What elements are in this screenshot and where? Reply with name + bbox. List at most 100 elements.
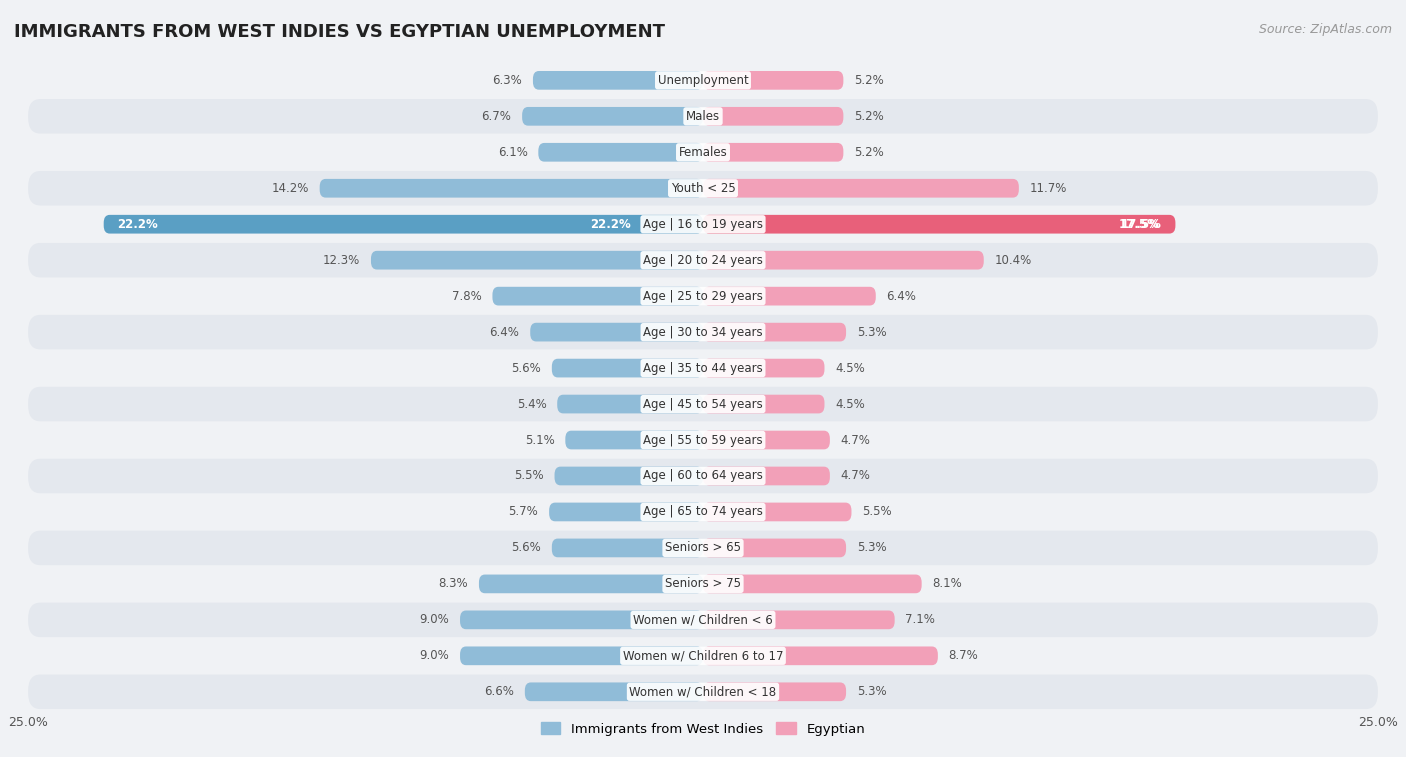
FancyBboxPatch shape (460, 610, 703, 629)
FancyBboxPatch shape (522, 107, 703, 126)
Text: 7.1%: 7.1% (905, 613, 935, 626)
Text: 5.3%: 5.3% (856, 541, 887, 554)
Text: Women w/ Children < 18: Women w/ Children < 18 (630, 685, 776, 698)
Text: 8.1%: 8.1% (932, 578, 962, 590)
FancyBboxPatch shape (703, 394, 824, 413)
Text: 5.2%: 5.2% (855, 110, 884, 123)
FancyBboxPatch shape (28, 207, 1378, 241)
FancyBboxPatch shape (28, 639, 1378, 673)
FancyBboxPatch shape (28, 567, 1378, 601)
FancyBboxPatch shape (551, 359, 703, 378)
Text: 9.0%: 9.0% (419, 650, 450, 662)
Text: IMMIGRANTS FROM WEST INDIES VS EGYPTIAN UNEMPLOYMENT: IMMIGRANTS FROM WEST INDIES VS EGYPTIAN … (14, 23, 665, 41)
Text: 5.2%: 5.2% (855, 74, 884, 87)
Text: 10.4%: 10.4% (994, 254, 1032, 266)
Text: 5.6%: 5.6% (512, 362, 541, 375)
Text: Males: Males (686, 110, 720, 123)
Text: Age | 55 to 59 years: Age | 55 to 59 years (643, 434, 763, 447)
Text: 7.8%: 7.8% (451, 290, 482, 303)
FancyBboxPatch shape (703, 575, 922, 593)
FancyBboxPatch shape (319, 179, 703, 198)
FancyBboxPatch shape (28, 315, 1378, 350)
Text: 17.5%: 17.5% (1119, 218, 1160, 231)
Text: Women w/ Children 6 to 17: Women w/ Children 6 to 17 (623, 650, 783, 662)
FancyBboxPatch shape (565, 431, 703, 450)
FancyBboxPatch shape (28, 279, 1378, 313)
FancyBboxPatch shape (28, 603, 1378, 637)
FancyBboxPatch shape (28, 171, 1378, 205)
Text: 8.3%: 8.3% (439, 578, 468, 590)
FancyBboxPatch shape (28, 459, 1378, 494)
Text: Seniors > 65: Seniors > 65 (665, 541, 741, 554)
Text: 6.4%: 6.4% (887, 290, 917, 303)
FancyBboxPatch shape (703, 179, 1019, 198)
Text: Youth < 25: Youth < 25 (671, 182, 735, 195)
Text: 5.1%: 5.1% (524, 434, 554, 447)
FancyBboxPatch shape (703, 431, 830, 450)
Text: Age | 65 to 74 years: Age | 65 to 74 years (643, 506, 763, 519)
Text: 5.2%: 5.2% (855, 146, 884, 159)
Text: 4.7%: 4.7% (841, 469, 870, 482)
FancyBboxPatch shape (554, 466, 703, 485)
FancyBboxPatch shape (533, 71, 703, 89)
Text: 11.7%: 11.7% (1029, 182, 1067, 195)
FancyBboxPatch shape (28, 422, 1378, 457)
FancyBboxPatch shape (492, 287, 703, 306)
Text: 8.7%: 8.7% (949, 650, 979, 662)
Text: 6.6%: 6.6% (484, 685, 515, 698)
FancyBboxPatch shape (530, 322, 703, 341)
FancyBboxPatch shape (703, 466, 830, 485)
Text: 4.7%: 4.7% (841, 434, 870, 447)
FancyBboxPatch shape (557, 394, 703, 413)
Text: 6.4%: 6.4% (489, 326, 519, 338)
FancyBboxPatch shape (28, 63, 1378, 98)
FancyBboxPatch shape (28, 135, 1378, 170)
Text: Age | 60 to 64 years: Age | 60 to 64 years (643, 469, 763, 482)
Text: 14.2%: 14.2% (271, 182, 309, 195)
FancyBboxPatch shape (703, 503, 852, 522)
Text: Source: ZipAtlas.com: Source: ZipAtlas.com (1258, 23, 1392, 36)
Text: 4.5%: 4.5% (835, 362, 865, 375)
Text: 4.5%: 4.5% (835, 397, 865, 410)
Text: Unemployment: Unemployment (658, 74, 748, 87)
FancyBboxPatch shape (460, 646, 703, 665)
FancyBboxPatch shape (551, 538, 703, 557)
Text: Age | 35 to 44 years: Age | 35 to 44 years (643, 362, 763, 375)
Text: 5.7%: 5.7% (509, 506, 538, 519)
FancyBboxPatch shape (28, 674, 1378, 709)
FancyBboxPatch shape (104, 215, 703, 234)
FancyBboxPatch shape (28, 350, 1378, 385)
FancyBboxPatch shape (703, 71, 844, 89)
FancyBboxPatch shape (28, 243, 1378, 278)
Text: 5.4%: 5.4% (516, 397, 547, 410)
Legend: Immigrants from West Indies, Egyptian: Immigrants from West Indies, Egyptian (536, 717, 870, 741)
FancyBboxPatch shape (703, 143, 844, 162)
Text: 9.0%: 9.0% (419, 613, 450, 626)
Text: Females: Females (679, 146, 727, 159)
Text: Women w/ Children < 6: Women w/ Children < 6 (633, 613, 773, 626)
Text: Age | 25 to 29 years: Age | 25 to 29 years (643, 290, 763, 303)
FancyBboxPatch shape (28, 99, 1378, 133)
Text: Age | 16 to 19 years: Age | 16 to 19 years (643, 218, 763, 231)
FancyBboxPatch shape (479, 575, 703, 593)
FancyBboxPatch shape (538, 143, 703, 162)
FancyBboxPatch shape (371, 251, 703, 269)
Text: 17.5%: 17.5% (1121, 218, 1161, 231)
FancyBboxPatch shape (550, 503, 703, 522)
FancyBboxPatch shape (703, 322, 846, 341)
Text: 6.1%: 6.1% (498, 146, 527, 159)
Text: 5.3%: 5.3% (856, 685, 887, 698)
Text: 22.2%: 22.2% (591, 218, 631, 231)
Text: Age | 20 to 24 years: Age | 20 to 24 years (643, 254, 763, 266)
FancyBboxPatch shape (703, 646, 938, 665)
FancyBboxPatch shape (703, 538, 846, 557)
Text: 6.7%: 6.7% (481, 110, 512, 123)
FancyBboxPatch shape (28, 531, 1378, 565)
Text: 12.3%: 12.3% (323, 254, 360, 266)
Text: Age | 45 to 54 years: Age | 45 to 54 years (643, 397, 763, 410)
Text: Age | 30 to 34 years: Age | 30 to 34 years (643, 326, 763, 338)
FancyBboxPatch shape (703, 287, 876, 306)
Text: 5.3%: 5.3% (856, 326, 887, 338)
FancyBboxPatch shape (524, 683, 703, 701)
Text: 22.2%: 22.2% (117, 218, 157, 231)
